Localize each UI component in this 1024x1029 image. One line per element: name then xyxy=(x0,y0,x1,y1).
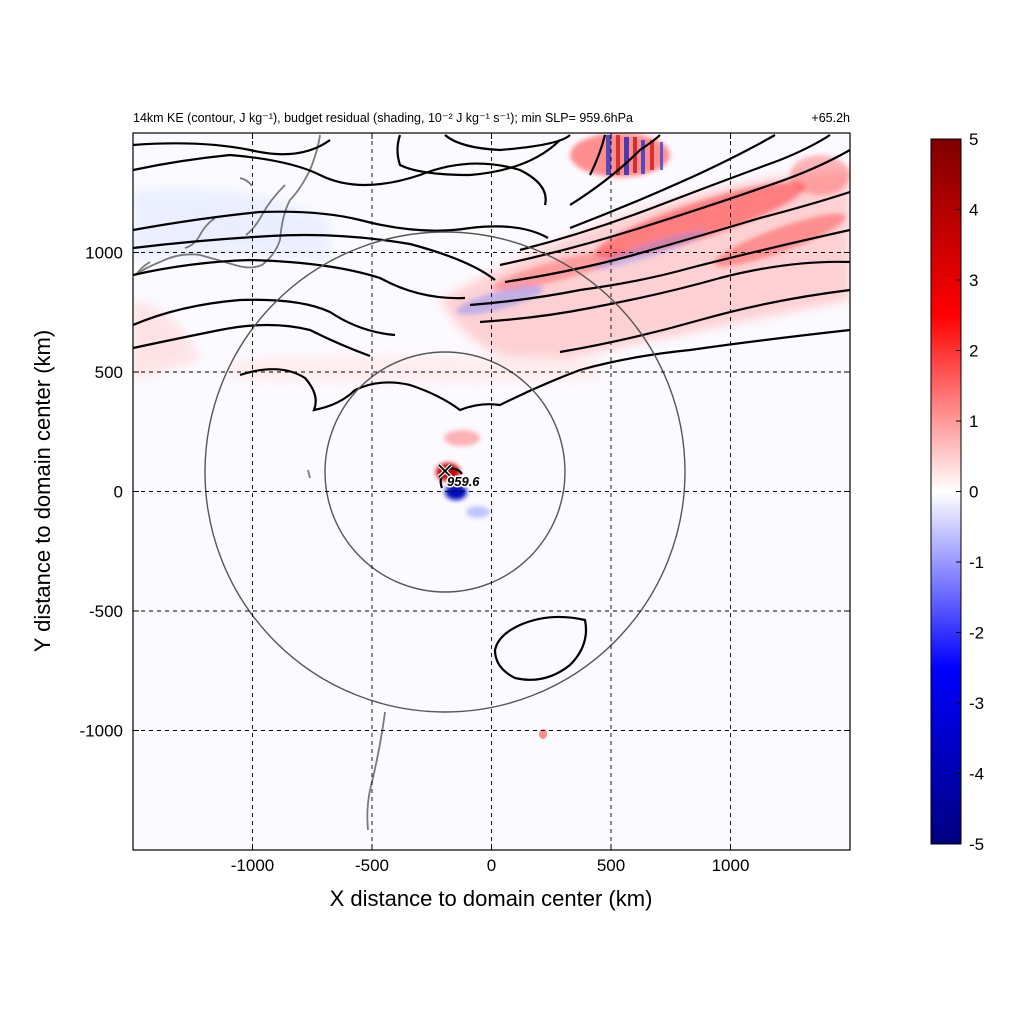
colorbar-tick-label: 4 xyxy=(969,201,978,220)
colorbar-tick-label: -1 xyxy=(969,553,984,572)
colorbar-tick-label: -5 xyxy=(969,835,984,854)
x-axis-ticks: -1000 -500 0 500 1000 xyxy=(231,133,750,875)
x-tick-label: 500 xyxy=(597,856,625,875)
colorbar-tick-label: -3 xyxy=(969,694,984,713)
y-tick-label: 500 xyxy=(95,363,123,382)
chart-time-label: +65.2h xyxy=(811,111,850,125)
colorbar-tick-label: 1 xyxy=(969,412,978,431)
colorbar-tick-label: -2 xyxy=(969,624,984,643)
storm-center-marker: 959.6 xyxy=(437,463,482,491)
x-tick-label: -1000 xyxy=(231,856,274,875)
colorbar-ticks: 5 4 3 2 1 0 -1 -2 -3 -4 -5 xyxy=(956,130,984,854)
colorbar-tick-label: 0 xyxy=(969,483,978,502)
chart-title: 14km KE (contour, J kg⁻¹), budget residu… xyxy=(133,111,633,125)
y-tick-label: 1000 xyxy=(85,244,123,263)
y-tick-label: -1000 xyxy=(80,722,123,741)
coastline xyxy=(134,134,386,831)
range-circle-1000km xyxy=(204,231,686,713)
x-tick-label: -500 xyxy=(355,856,389,875)
colorbar-tick-label: -4 xyxy=(969,765,984,784)
x-tick-label: 1000 xyxy=(712,856,750,875)
y-axis-title: Y distance to domain center (km) xyxy=(30,330,55,652)
colorbar-tick-label: 5 xyxy=(969,130,978,149)
x-tick-label: 0 xyxy=(487,856,496,875)
range-circle-500km xyxy=(324,351,566,593)
x-axis-title: X distance to domain center (km) xyxy=(330,886,653,911)
y-tick-label: 0 xyxy=(114,483,123,502)
range-circles xyxy=(204,231,686,713)
colorbar-tick-label: 2 xyxy=(969,342,978,361)
y-tick-label: -500 xyxy=(89,602,123,621)
colorbar-tick-label: 3 xyxy=(969,271,978,290)
min-slp-label: 959.6 xyxy=(447,474,480,489)
y-axis-ticks: 1000 500 0 -500 -1000 xyxy=(80,244,850,741)
ke-contours xyxy=(133,134,850,681)
